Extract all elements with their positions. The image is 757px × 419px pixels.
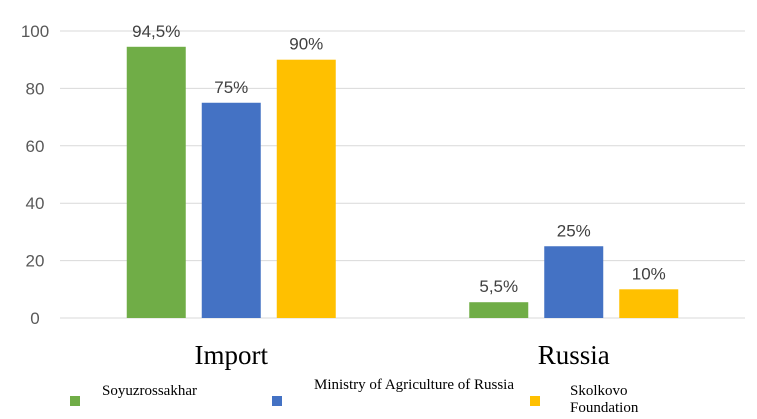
legend-label-soyuzrossakhar: Soyuzrossakhar: [102, 383, 197, 399]
legend-label-ministry: Ministry of Agriculture of Russia: [314, 377, 514, 393]
category-label-russia: Russia: [538, 340, 610, 370]
bar-russia-2: [619, 289, 679, 318]
data-label: 90%: [289, 35, 323, 54]
bar-chart: 0 20 40 60 80 100 94,5% 75% 90% 5,5% 25% 10% Impor…: [21, 22, 745, 370]
bar-russia-1: [544, 246, 604, 318]
data-label: 25%: [557, 221, 591, 240]
data-label: 5,5%: [479, 277, 518, 296]
bar-import-2: [276, 59, 336, 318]
bar-import-0: [126, 46, 186, 318]
y-tick-label: 40: [26, 194, 45, 213]
legend: Soyuzrossakhar Ministry of Agriculture o…: [0, 377, 757, 419]
y-tick-label: 60: [26, 137, 45, 156]
data-label: 75%: [214, 78, 248, 97]
y-tick-label: 80: [26, 79, 45, 98]
legend-label-skolkovo: Skolkovo Foundation: [570, 383, 639, 416]
data-label: 94,5%: [132, 22, 180, 41]
y-axis-ticks: 0 20 40 60 80 100: [21, 22, 49, 328]
legend-swatch-skolkovo: [530, 396, 540, 406]
y-tick-label: 100: [21, 22, 49, 41]
bar-russia-0: [469, 302, 529, 318]
data-label: 10%: [632, 264, 666, 283]
data-labels: 94,5% 75% 90% 5,5% 25% 10%: [132, 22, 666, 296]
category-label-import: Import: [195, 340, 269, 370]
x-axis-categories: Import Russia: [195, 340, 610, 370]
legend-swatch-soyuzrossakhar: [70, 396, 80, 406]
bars: [126, 46, 679, 318]
bar-import-1: [201, 102, 261, 318]
legend-swatch-ministry: [272, 396, 282, 406]
y-tick-label: 20: [26, 252, 45, 271]
y-tick-label: 0: [30, 309, 39, 328]
